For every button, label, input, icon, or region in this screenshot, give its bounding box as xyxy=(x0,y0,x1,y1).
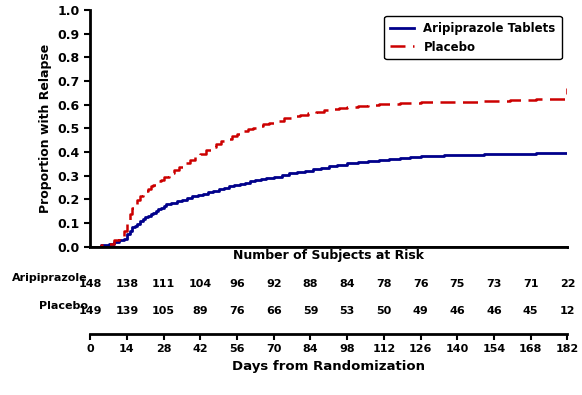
Text: 71: 71 xyxy=(523,279,538,289)
X-axis label: Days from Randomization: Days from Randomization xyxy=(232,360,425,373)
Text: 139: 139 xyxy=(115,306,139,316)
Y-axis label: Proportion with Relapse: Proportion with Relapse xyxy=(39,44,52,213)
Text: 66: 66 xyxy=(266,306,282,316)
Text: 148: 148 xyxy=(79,279,102,289)
Text: 12: 12 xyxy=(560,306,575,316)
Text: 46: 46 xyxy=(486,306,502,316)
Text: 78: 78 xyxy=(376,279,392,289)
Text: 75: 75 xyxy=(450,279,465,289)
Text: 88: 88 xyxy=(303,279,318,289)
Text: Number of Subjects at Risk: Number of Subjects at Risk xyxy=(233,250,424,263)
Text: 49: 49 xyxy=(413,306,428,316)
Text: 104: 104 xyxy=(189,279,212,289)
Text: 138: 138 xyxy=(115,279,139,289)
Text: 46: 46 xyxy=(449,306,465,316)
Text: 92: 92 xyxy=(266,279,282,289)
Text: 105: 105 xyxy=(152,306,175,316)
Text: 149: 149 xyxy=(79,306,102,316)
Text: 96: 96 xyxy=(229,279,245,289)
Text: 84: 84 xyxy=(339,279,355,289)
Text: 59: 59 xyxy=(303,306,318,316)
Text: 45: 45 xyxy=(523,306,538,316)
Text: 50: 50 xyxy=(377,306,392,316)
Text: 76: 76 xyxy=(229,306,245,316)
Text: 73: 73 xyxy=(487,279,502,289)
Text: 76: 76 xyxy=(413,279,428,289)
Text: Aripiprazole: Aripiprazole xyxy=(12,273,88,283)
Text: 22: 22 xyxy=(560,279,575,289)
Legend: Aripiprazole Tablets, Placebo: Aripiprazole Tablets, Placebo xyxy=(385,16,562,60)
Text: 111: 111 xyxy=(152,279,175,289)
Text: 89: 89 xyxy=(193,306,208,316)
Text: 53: 53 xyxy=(339,306,355,316)
Text: Placebo: Placebo xyxy=(39,301,88,311)
